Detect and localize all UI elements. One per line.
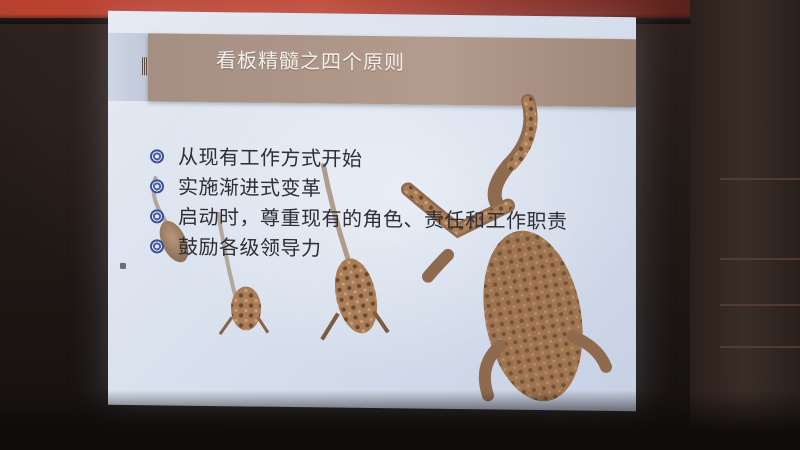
bullet-text: 鼓励各级领导力 [178,234,322,261]
wall-stripe [720,304,800,306]
bullet-item: 鼓励各级领导力 [144,231,636,267]
spiral-bullet-icon [150,209,164,224]
wall-stripe [720,178,800,180]
bullet-text: 启动时，尊重现有的角色、责任和工作职责 [178,204,568,234]
bullet-list: 从现有工作方式开始 实施渐进式变革 启动时，尊重现有的角色、责任和工作职责 鼓励… [144,141,636,267]
spiral-bullet-icon [150,239,164,254]
right-wall [690,0,800,450]
tadpole-frog-illustration [151,93,612,402]
spiral-bullet-icon [150,179,164,194]
tadpole-with-legs [216,211,270,336]
spiral-bullet-icon [150,149,164,164]
bullet-text: 实施渐进式变革 [178,174,322,201]
adult-frog [401,93,612,402]
tadpole-large [320,162,390,341]
bullet-text: 从现有工作方式开始 [178,144,363,171]
stage-floor [0,390,800,450]
wall-stripe [720,346,800,348]
slide-side-mark [120,262,126,269]
projected-slide: 看板精髓之四个原则 [108,10,636,412]
wall-stripe [720,258,800,260]
